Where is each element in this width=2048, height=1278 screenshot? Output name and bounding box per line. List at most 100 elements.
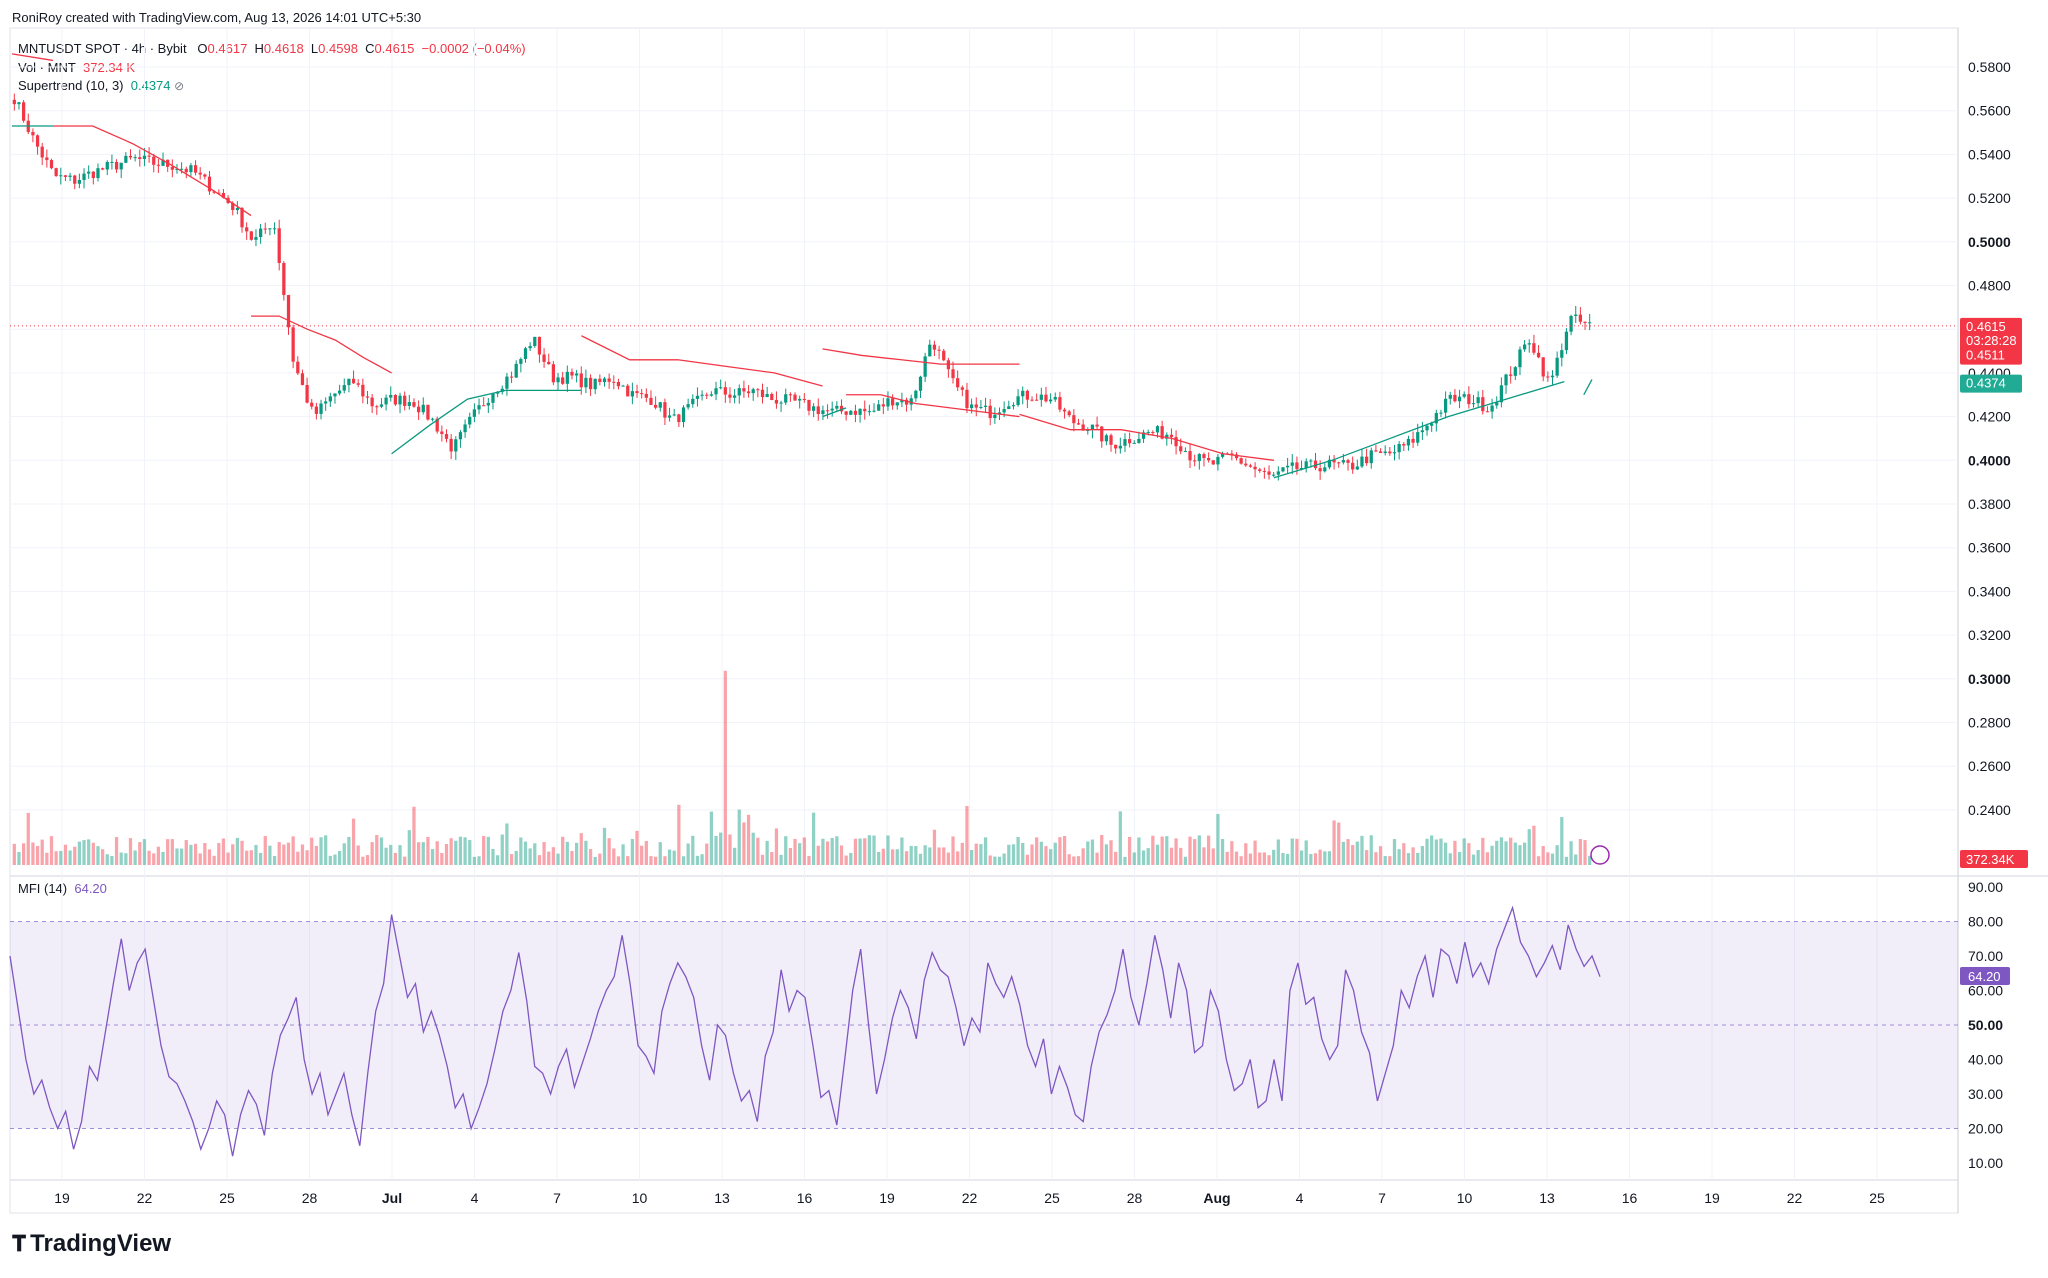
volume-bar bbox=[681, 856, 686, 865]
candle-body bbox=[179, 168, 184, 170]
visibility-icon[interactable]: ⊘ bbox=[174, 79, 185, 93]
volume-bar bbox=[974, 843, 978, 865]
volume-bar bbox=[788, 847, 793, 865]
chart-canvas[interactable]: 19 22 25 28 Jul 4 7 10 13 16 19 22 25 28 Aug 4 7 10 13 16 19… bbox=[0, 0, 2048, 1230]
open-label: O bbox=[197, 41, 208, 56]
candle-body bbox=[561, 377, 565, 384]
price-tick-label: 0.5600 bbox=[1968, 103, 2011, 119]
x-tick-label: 16 bbox=[1622, 1190, 1638, 1206]
volume-bar bbox=[588, 849, 593, 865]
volume-bar bbox=[556, 853, 560, 865]
volume-bar bbox=[63, 844, 68, 865]
candle-body bbox=[1100, 426, 1104, 442]
candle-body bbox=[742, 388, 746, 392]
tradingview-logo[interactable]: 𝐓 TradingView bbox=[12, 1230, 171, 1258]
candle-body bbox=[412, 402, 416, 407]
candle-body bbox=[1527, 343, 1531, 345]
candle-body bbox=[728, 394, 732, 398]
candle-body bbox=[765, 394, 769, 398]
price-tick-label: 0.3200 bbox=[1968, 627, 2011, 643]
candle-body bbox=[319, 403, 323, 414]
candle-body bbox=[514, 363, 518, 378]
volume-bar bbox=[547, 851, 551, 865]
candle-body bbox=[1550, 375, 1555, 378]
candle-body bbox=[1230, 453, 1234, 455]
candle-body bbox=[835, 405, 839, 409]
volume-bar bbox=[282, 844, 286, 865]
candle-body bbox=[300, 373, 305, 385]
candle-body bbox=[1351, 462, 1355, 470]
candle-body bbox=[175, 169, 179, 171]
candle-body bbox=[965, 389, 969, 409]
candle-body bbox=[900, 399, 904, 403]
volume-bar bbox=[1337, 822, 1341, 865]
candle-body bbox=[547, 361, 551, 365]
volume-bar bbox=[1053, 842, 1057, 865]
candle-body bbox=[156, 164, 161, 166]
candle-body bbox=[337, 390, 342, 394]
volume-bar bbox=[1364, 850, 1369, 865]
volume-bar bbox=[333, 854, 337, 865]
volume-bar bbox=[742, 822, 746, 865]
x-tick-label: 4 bbox=[471, 1190, 479, 1206]
candle-body bbox=[993, 414, 997, 419]
volume-bar bbox=[1104, 844, 1109, 865]
candle-body bbox=[491, 393, 495, 403]
mfi-tick-label: 20.00 bbox=[1968, 1121, 2003, 1137]
candle-body bbox=[1439, 412, 1443, 414]
volume-bar bbox=[969, 849, 974, 865]
candle-body bbox=[1276, 471, 1280, 475]
candle-body bbox=[286, 295, 291, 328]
price-tick-label: 0.5400 bbox=[1968, 146, 2011, 162]
candle-body bbox=[124, 155, 128, 163]
volume-bar bbox=[1532, 825, 1536, 865]
volume-bar bbox=[328, 855, 332, 865]
volume-bar bbox=[472, 856, 477, 865]
candle-body bbox=[384, 397, 388, 405]
candle-body bbox=[1165, 434, 1169, 439]
candle-body bbox=[1030, 399, 1034, 401]
volume-bar bbox=[138, 842, 142, 865]
candle-body bbox=[1304, 461, 1308, 469]
alert-lightning-icon[interactable] bbox=[1590, 845, 1610, 865]
candle-body bbox=[593, 378, 597, 390]
volume-bar bbox=[1244, 843, 1248, 865]
candle-body bbox=[114, 161, 119, 170]
candle-body bbox=[310, 402, 314, 407]
candle-body bbox=[1416, 432, 1420, 443]
mfi-tick-label: 60.00 bbox=[1968, 983, 2003, 999]
supertrend-label[interactable]: Supertrend (10, 3) bbox=[18, 78, 124, 93]
volume-bar bbox=[1406, 853, 1411, 865]
volume-bar bbox=[1225, 851, 1229, 865]
candle-body bbox=[974, 404, 978, 408]
candle-body bbox=[863, 408, 867, 412]
volume-bar bbox=[1165, 836, 1169, 865]
candle-body bbox=[1420, 430, 1425, 433]
volume-bar bbox=[551, 847, 556, 865]
candle-body bbox=[695, 395, 700, 399]
candle-body bbox=[1313, 460, 1318, 469]
candle-body bbox=[435, 418, 439, 432]
volume-bar bbox=[867, 835, 872, 865]
volume-bar bbox=[1443, 842, 1448, 865]
candle-body bbox=[463, 424, 467, 433]
candle-body bbox=[1202, 454, 1206, 459]
candle-body bbox=[658, 402, 662, 408]
volume-bar bbox=[105, 854, 109, 865]
volume-bar bbox=[421, 842, 425, 865]
candle-body bbox=[811, 406, 816, 411]
candle-body bbox=[709, 394, 714, 396]
candle-body bbox=[1160, 426, 1164, 439]
candle-body bbox=[644, 393, 648, 398]
volume-bar bbox=[77, 841, 82, 865]
candle-body bbox=[1002, 409, 1006, 413]
candle-body bbox=[119, 162, 123, 170]
volume-bar bbox=[393, 852, 398, 865]
candle-body bbox=[853, 410, 858, 415]
candle-body bbox=[440, 431, 444, 435]
candle-body bbox=[100, 168, 105, 170]
candle-body bbox=[282, 263, 286, 296]
mfi-label[interactable]: MFI (14) bbox=[18, 881, 68, 896]
candle-body bbox=[1462, 394, 1466, 397]
candle-body bbox=[1425, 425, 1429, 431]
